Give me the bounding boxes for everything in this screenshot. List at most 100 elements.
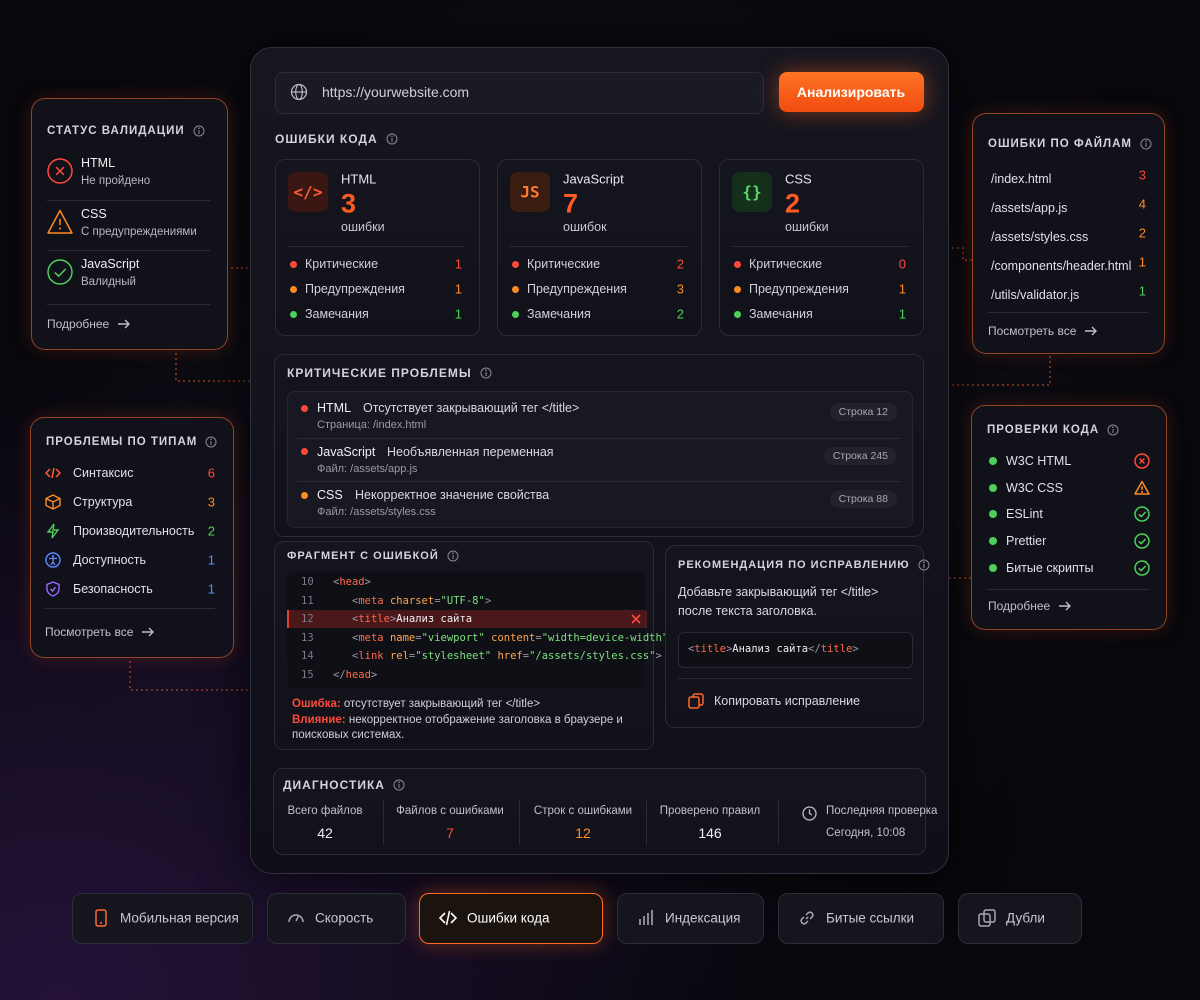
type-icon: [45, 494, 61, 510]
severity-label: Замечания: [749, 307, 813, 321]
more-link[interactable]: Подробнее: [988, 599, 1051, 613]
line-number: 14: [301, 650, 314, 662]
tab-label: Битые ссылки: [826, 910, 915, 926]
card-icon-box: [288, 172, 328, 212]
tab[interactable]: [617, 893, 764, 944]
svg-shape: [978, 909, 996, 927]
code-line: <title>Анализ сайта: [352, 613, 472, 625]
code-token: =: [408, 650, 416, 662]
severity-dot: [290, 285, 297, 293]
tab-icon: [637, 909, 655, 927]
copy-icon: [688, 693, 704, 709]
svg-shape: [480, 367, 492, 379]
url-input[interactable]: [275, 72, 764, 114]
circle-shape: [1134, 533, 1150, 549]
critical-message: Отсутствует закрывающий тег </title>: [363, 401, 580, 415]
svg-shape: [47, 259, 73, 285]
path-shape: [46, 523, 60, 539]
type-name: Синтаксис: [73, 466, 134, 480]
fix-text: Добавьте закрывающий тег </title> после …: [678, 585, 879, 618]
severity-value: 3: [676, 281, 684, 297]
critical-language: HTML: [317, 401, 352, 415]
copy-button[interactable]: Копировать исправление: [714, 694, 861, 708]
severity-dot: [734, 285, 741, 293]
more-link[interactable]: Посмотреть все: [988, 324, 1077, 338]
status-icon: [47, 209, 73, 235]
type-value: 1: [207, 552, 215, 568]
more-link[interactable]: Подробнее: [47, 317, 110, 331]
section-title: ДИАГНОСТИКА: [283, 778, 385, 792]
severity-dot: [734, 260, 741, 268]
path-shape: [631, 614, 641, 624]
info-icon: [205, 436, 217, 448]
tab-icon: [92, 909, 110, 927]
circle-shape: [386, 133, 398, 145]
code-token: <: [352, 631, 359, 644]
path-shape: [1085, 326, 1097, 336]
stat-label: Строк с ошибками: [533, 805, 633, 817]
critical-message: Некорректное значение свойства: [355, 488, 550, 502]
fix-code: <title>Анализ сайта</title>: [688, 643, 859, 655]
critical-language: CSS: [317, 488, 343, 502]
check-name: Prettier: [1006, 534, 1047, 549]
circle-shape: [452, 552, 454, 554]
critical-location: Страница: /index.html: [317, 419, 427, 431]
circle-shape: [1134, 560, 1150, 576]
divider: [45, 608, 215, 609]
last-check-label: Последняя проверка: [826, 805, 938, 817]
stat-value: 12: [575, 825, 591, 841]
severity-label: Критические: [749, 257, 823, 271]
card-icon: {}: [742, 182, 762, 202]
tab-icon: [978, 909, 996, 927]
circle-shape: [918, 559, 930, 571]
code-line: <link rel="stylesheet" href="/assets/sty…: [352, 650, 662, 662]
path-shape: [947, 247, 972, 261]
severity-dot: [290, 260, 297, 268]
section-title: ОШИБКИ ПО ФАЙЛАМ: [988, 138, 1132, 150]
code-token: head: [339, 576, 365, 588]
tab[interactable]: [267, 893, 406, 944]
more-link[interactable]: Посмотреть все: [45, 625, 134, 639]
info-icon: [480, 367, 492, 379]
card-icon-box: [732, 172, 772, 212]
svg-shape: [800, 911, 814, 925]
circle-shape: [1141, 490, 1143, 493]
severity-dot: [512, 285, 519, 293]
stat-value: 146: [698, 825, 722, 841]
analyze-button[interactable]: [779, 72, 924, 112]
path-shape: [44, 467, 62, 479]
tab-label: Индексация: [665, 910, 741, 926]
validation-name: JavaScript: [81, 257, 140, 271]
code-token: >: [725, 643, 733, 655]
fix-code-box: [678, 632, 913, 668]
tab[interactable]: [72, 893, 253, 944]
code-token: meta: [358, 594, 384, 607]
tab-icon: [438, 909, 458, 927]
type-icon: [44, 465, 62, 481]
code-token: =: [434, 594, 441, 607]
check-dot: [989, 457, 997, 465]
path-shape: [142, 627, 154, 637]
svg-shape: [205, 436, 217, 448]
info-icon: [1107, 424, 1119, 436]
path-shape: [808, 809, 813, 816]
critical-language: JavaScript: [317, 444, 376, 459]
code-token: Анализ сайта: [396, 613, 473, 625]
code-token: </: [808, 643, 821, 655]
circle-shape: [205, 436, 217, 448]
svg-shape: [438, 910, 458, 926]
code-token: >: [484, 594, 492, 607]
stat-label: Всего файлов: [287, 805, 363, 817]
tab[interactable]: [419, 893, 603, 944]
note-label: Ошибка:: [292, 698, 341, 710]
path-shape: [800, 911, 814, 925]
svg-shape: [1134, 533, 1150, 549]
code-token: >: [389, 613, 397, 625]
code-token: link: [358, 650, 384, 662]
svg-shape: [688, 693, 704, 709]
path-shape: [1138, 565, 1147, 572]
file-value: 1: [1138, 254, 1146, 270]
validation-status: Не пройдено: [81, 175, 151, 187]
error-mark: [631, 614, 641, 624]
